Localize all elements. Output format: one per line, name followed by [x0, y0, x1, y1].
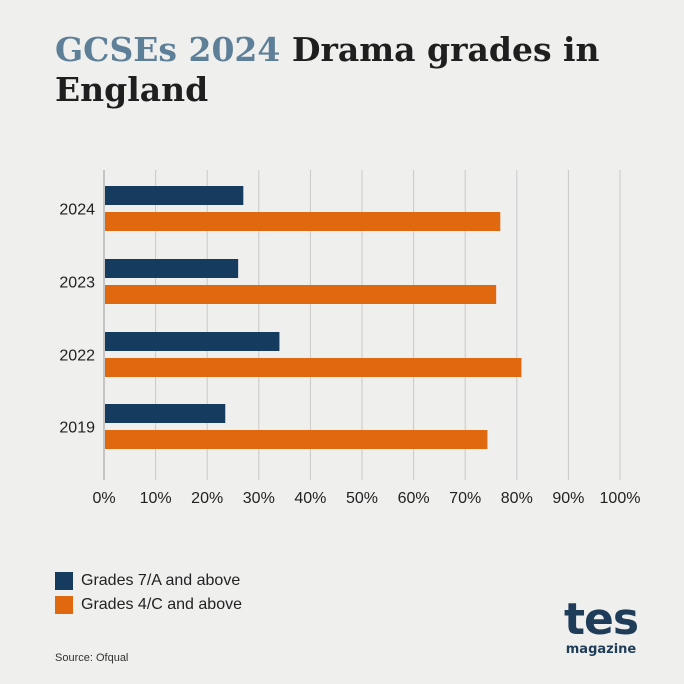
x-tick-label: 30%: [243, 490, 275, 507]
x-tick-label: 80%: [501, 490, 533, 507]
x-tick-label: 20%: [191, 490, 223, 507]
bar-2022-top-grades: [105, 332, 280, 351]
tes-magazine-logo: tes magazine: [556, 598, 646, 657]
bar-2023-pass-grades: [105, 285, 497, 304]
chart-title: GCSEs 2024 Drama grades in England: [55, 30, 655, 110]
x-tick-label: 40%: [294, 490, 326, 507]
title-rest: Drama grades in England: [55, 30, 600, 109]
x-tick-label: 10%: [140, 490, 172, 507]
x-tick-label: 70%: [449, 490, 481, 507]
bar-2023-top-grades: [105, 259, 239, 278]
bar-2024-pass-grades: [105, 212, 501, 231]
logo-subtitle: magazine: [565, 642, 637, 657]
legend-swatch-pass-grades: [55, 596, 73, 614]
bar-chart: 2024 2023 2022 2019 0% 10% 20% 30% 40% 50% 60% 70%…: [59, 170, 640, 507]
x-tick-label: 60%: [398, 490, 430, 507]
x-tick-labels: 0% 10% 20% 30% 40% 50% 60% 70% 80% 90% 100%: [92, 490, 640, 507]
bar-2019-top-grades: [105, 404, 226, 423]
legend-label-top-grades: Grades 7/A and above: [81, 572, 241, 589]
bars: [105, 186, 522, 449]
category-label-2023: 2023: [59, 275, 95, 292]
x-tick-label: 0%: [92, 490, 115, 507]
x-tick-label: 90%: [552, 490, 584, 507]
title-accent: GCSEs 2024: [55, 30, 281, 69]
bar-2024-top-grades: [105, 186, 244, 205]
bar-2022-pass-grades: [105, 358, 522, 377]
logo-wordmark: tes: [563, 594, 639, 645]
legend-item-top-grades: Grades 7/A and above: [55, 570, 242, 592]
legend-swatch-top-grades: [55, 572, 73, 590]
source-note: Source: Ofqual: [55, 652, 129, 664]
bar-2019-pass-grades: [105, 430, 488, 449]
legend-label-pass-grades: Grades 4/C and above: [81, 596, 242, 613]
category-label-2022: 2022: [59, 348, 95, 365]
x-tick-label: 100%: [600, 490, 641, 507]
x-tick-label: 50%: [346, 490, 378, 507]
legend-item-pass-grades: Grades 4/C and above: [55, 594, 242, 616]
legend: Grades 7/A and above Grades 4/C and abov…: [55, 570, 242, 618]
category-labels: 2024 2023 2022 2019: [59, 202, 95, 437]
category-label-2019: 2019: [59, 420, 95, 437]
category-label-2024: 2024: [59, 202, 95, 219]
